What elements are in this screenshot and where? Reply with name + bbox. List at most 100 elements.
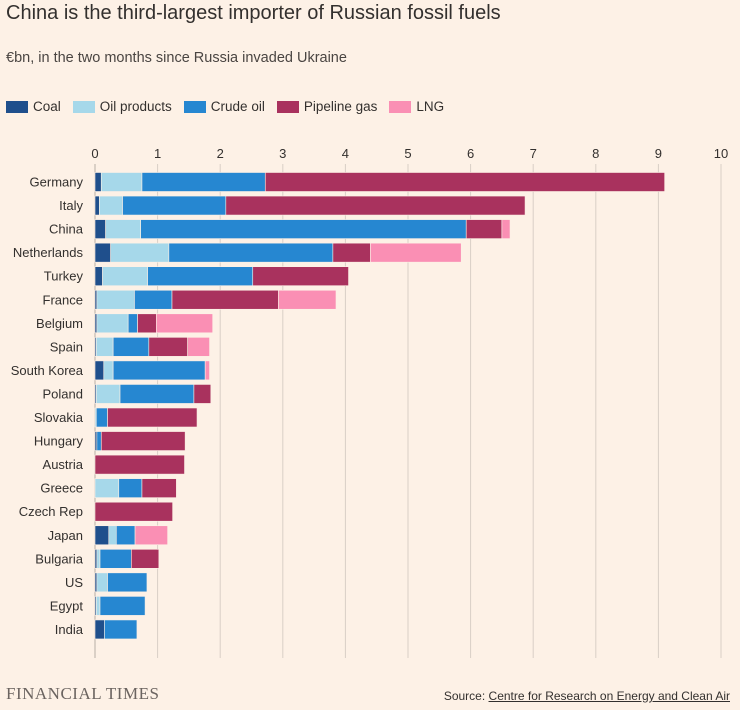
bar-poland-pipeline-gas	[193, 384, 212, 404]
ft-logo: FINANCIAL TIMES	[6, 684, 160, 703]
bar-slovakia-crude-oil	[95, 407, 108, 428]
bar-france-crude-oil	[134, 289, 173, 310]
category-label-us: US	[65, 575, 83, 590]
legend-label-crude-oil: Crude oil	[210, 99, 265, 114]
bar-greece-crude-oil	[118, 478, 143, 498]
chart-legend: Coal Oil products Crude oil Pipeline gas…	[6, 99, 456, 114]
x-tick-label-1: 1	[154, 146, 161, 161]
bar-france-pipeline-gas	[171, 289, 279, 310]
category-label-germany: Germany	[30, 175, 84, 190]
bar-belgium-pipeline-gas	[137, 313, 157, 334]
legend-swatch-lng	[389, 100, 412, 113]
bar-spain-crude-oil	[112, 337, 150, 357]
bar-japan-coal	[94, 525, 110, 546]
bar-bulgaria-oil-products	[96, 548, 101, 569]
bar-netherlands-coal	[94, 242, 111, 263]
chart-title: China is the third-largest importer of R…	[6, 2, 501, 24]
bar-china-pipeline-gas	[465, 219, 503, 239]
bar-italy-pipeline-gas	[225, 195, 526, 216]
chart-subtitle: €bn, in the two months since Russia inva…	[6, 50, 347, 66]
legend-swatch-coal	[6, 100, 28, 113]
category-label-netherlands: Netherlands	[13, 245, 84, 260]
stacked-bar-chart: 0 1 2 3 4 5 6 7 8 9 10 Germany Italy China Netherland…	[11, 146, 728, 658]
bar-netherlands-pipeline-gas	[332, 242, 371, 263]
category-label-japan: Japan	[48, 528, 83, 543]
x-axis-ticks: 0 1 2 3 4 5 6 7 8 9 10	[91, 146, 728, 161]
category-label-turkey: Turkey	[44, 269, 84, 284]
category-label-belgium: Belgium	[36, 316, 83, 331]
category-label-poland: Poland	[43, 386, 83, 401]
bar-us-crude-oil	[107, 572, 148, 593]
x-tick-label-9: 9	[655, 146, 662, 161]
bar-greece-oil-products	[94, 478, 120, 498]
category-label-greece: Greece	[40, 481, 83, 496]
x-tick-label-8: 8	[592, 146, 599, 161]
bar-egypt-oil-products	[95, 596, 101, 616]
bar-germany-coal	[94, 172, 102, 192]
bar-italy-oil-products	[99, 195, 123, 216]
bar-italy-coal	[94, 195, 100, 216]
bar-bulgaria-pipeline-gas	[131, 548, 160, 569]
category-label-austria: Austria	[43, 457, 84, 472]
x-tick-label-5: 5	[404, 146, 411, 161]
legend-item-crude-oil: Crude oil	[183, 99, 265, 114]
bar-china-crude-oil	[140, 219, 467, 239]
bar-france-oil-products	[96, 289, 135, 310]
bar-china-lng	[501, 219, 511, 239]
bar-spain-pipeline-gas	[148, 337, 188, 357]
bar-slovakia-pipeline-gas	[107, 407, 198, 428]
bar-austria-pipeline-gas	[94, 454, 185, 475]
category-label-slovakia: Slovakia	[34, 410, 84, 425]
bar-china-oil-products	[105, 219, 141, 239]
bar-spain-oil-products	[95, 337, 114, 357]
bar-spain-lng	[187, 337, 210, 357]
category-label-china: China	[49, 222, 84, 237]
category-label-france: France	[43, 292, 83, 307]
bar-egypt-crude-oil	[99, 596, 146, 616]
bar-turkey-pipeline-gas	[252, 266, 349, 286]
bar-south-korea-crude-oil	[112, 360, 206, 381]
bar-greece-pipeline-gas	[141, 478, 177, 498]
bar-turkey-crude-oil	[147, 266, 254, 286]
bar-netherlands-lng	[370, 242, 462, 263]
bar-netherlands-oil-products	[110, 242, 170, 263]
bar-poland-crude-oil	[119, 384, 195, 404]
bar-belgium-lng	[156, 313, 213, 334]
x-tick-label-7: 7	[530, 146, 537, 161]
legend-item-lng: LNG	[389, 99, 444, 114]
bar-turkey-coal	[94, 266, 103, 286]
bar-india-crude-oil	[104, 619, 138, 640]
category-label-spain: Spain	[50, 339, 83, 354]
bar-japan-crude-oil	[115, 525, 136, 546]
legend-label-pipeline-gas: Pipeline gas	[303, 99, 378, 114]
legend-label-oil-products: Oil products	[99, 99, 172, 114]
bar-south-korea-oil-products	[103, 360, 114, 381]
bar-poland-oil-products	[95, 384, 121, 404]
bar-france-lng	[278, 289, 337, 310]
bar-belgium-crude-oil	[127, 313, 138, 334]
bar-south-korea-lng	[204, 360, 210, 381]
x-tick-label-10: 10	[714, 146, 728, 161]
bar-india-coal	[94, 619, 105, 640]
source-prefix: Source:	[443, 689, 489, 703]
bar-germany-pipeline-gas	[264, 172, 665, 192]
category-label-italy: Italy	[59, 198, 83, 213]
bar-germany-crude-oil	[141, 172, 266, 192]
source-link[interactable]: Centre for Research on Energy and Clean …	[488, 689, 730, 703]
category-label-india: India	[55, 622, 84, 637]
x-tick-label-0: 0	[91, 146, 98, 161]
x-tick-label-2: 2	[217, 146, 224, 161]
category-label-bulgaria: Bulgaria	[35, 551, 83, 566]
legend-swatch-crude-oil	[183, 100, 206, 113]
bar-china-coal	[94, 219, 106, 239]
bar-netherlands-crude-oil	[168, 242, 334, 263]
legend-swatch-pipeline-gas	[276, 100, 299, 113]
x-tick-label-4: 4	[342, 146, 349, 161]
bar-belgium-oil-products	[96, 313, 129, 334]
bar-japan-lng	[134, 525, 168, 546]
legend-item-oil-products: Oil products	[72, 99, 172, 114]
bar-turkey-oil-products	[102, 266, 148, 286]
bar-bulgaria-crude-oil	[99, 548, 132, 569]
bar-japan-oil-products	[108, 525, 117, 546]
source-note: Source: Centre for Research on Energy an…	[444, 689, 730, 703]
